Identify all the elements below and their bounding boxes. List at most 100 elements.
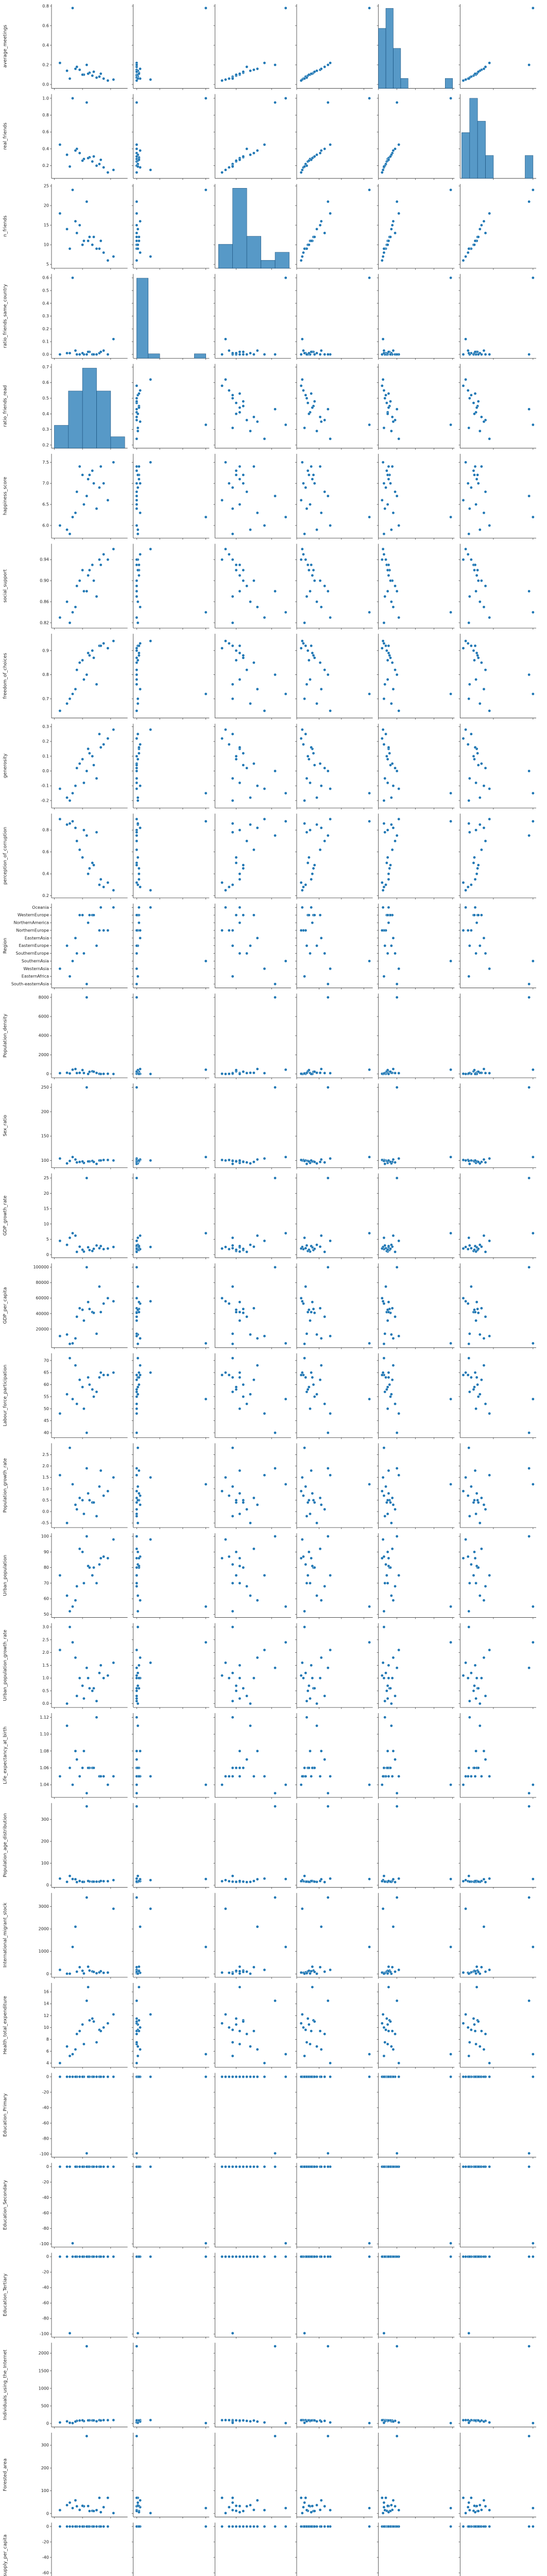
scatter-point bbox=[527, 1176, 531, 1180]
scatter-point bbox=[85, 982, 89, 986]
scatter-point bbox=[301, 1775, 304, 1778]
scatter-point bbox=[81, 243, 84, 246]
scatter-point bbox=[476, 654, 479, 657]
scatter-point bbox=[532, 1231, 535, 1235]
scatter-point bbox=[234, 1388, 238, 1391]
scatter-point bbox=[85, 1666, 89, 1670]
scatter-point bbox=[397, 2061, 401, 2065]
scatter-point bbox=[136, 473, 140, 477]
scatter-point bbox=[138, 906, 141, 909]
scatter-point bbox=[532, 1342, 535, 1345]
scatter-point bbox=[478, 944, 482, 947]
scatter-point bbox=[527, 673, 531, 676]
scatter-point bbox=[78, 913, 81, 917]
scatter-point bbox=[85, 2345, 89, 2348]
scatter-point bbox=[473, 239, 477, 243]
scatter-point bbox=[390, 1378, 394, 1382]
scatter-point bbox=[98, 1671, 101, 1675]
scatter-point bbox=[71, 1783, 74, 1786]
scatter-point bbox=[106, 558, 110, 561]
scatter-point bbox=[82, 1972, 86, 1975]
scatter-point bbox=[255, 67, 259, 71]
scatter-point bbox=[473, 1684, 476, 1687]
scatter-point bbox=[480, 1676, 483, 1680]
scatter-point bbox=[473, 906, 477, 909]
scatter-point bbox=[135, 1496, 139, 1500]
scatter-point bbox=[527, 1896, 531, 1899]
scatter-point bbox=[112, 728, 115, 731]
scatter-point bbox=[238, 1697, 242, 1700]
scatter-point bbox=[397, 1877, 401, 1880]
scatter-point bbox=[381, 1371, 385, 1374]
scatter-point bbox=[58, 212, 62, 215]
scatter-point bbox=[382, 482, 386, 485]
scatter-point bbox=[310, 1879, 313, 1883]
scatter-point bbox=[301, 639, 304, 642]
scatter-point bbox=[238, 872, 242, 875]
scatter-point bbox=[532, 2075, 535, 2078]
y-tick-label: 0.6 bbox=[42, 850, 49, 854]
y-tick-label: 1.0 bbox=[42, 1486, 49, 1491]
scatter-point bbox=[139, 2048, 142, 2051]
scatter-point bbox=[532, 611, 535, 614]
scatter-point bbox=[74, 349, 77, 352]
scatter-point bbox=[136, 426, 140, 430]
scatter-point bbox=[74, 1234, 77, 1238]
scatter-point bbox=[303, 1609, 306, 1613]
scatter-point bbox=[252, 1547, 255, 1551]
scatter-point bbox=[85, 2151, 89, 2155]
scatter-point bbox=[85, 1265, 89, 1269]
scatter-point bbox=[224, 1775, 227, 1778]
scatter-point bbox=[319, 2255, 323, 2258]
scatter-point bbox=[224, 1245, 227, 1249]
scatter-point bbox=[68, 1625, 72, 1629]
scatter-point bbox=[135, 595, 139, 598]
scatter-point bbox=[527, 1535, 531, 1538]
scatter-point bbox=[85, 1086, 89, 1089]
scatter-point bbox=[381, 728, 385, 731]
scatter-point bbox=[234, 351, 238, 355]
scatter-point bbox=[304, 1563, 307, 1566]
scatter-point bbox=[394, 1758, 397, 1761]
scatter-point bbox=[309, 1582, 312, 1585]
scatter-point bbox=[473, 1879, 477, 1883]
scatter-point bbox=[81, 856, 84, 859]
scatter-point bbox=[461, 558, 465, 561]
scatter-point bbox=[252, 579, 255, 582]
scatter-point bbox=[135, 397, 139, 400]
scatter-point bbox=[329, 61, 332, 64]
scatter-point bbox=[319, 2048, 323, 2051]
scatter-point bbox=[99, 158, 102, 161]
scatter-point bbox=[138, 1492, 141, 1495]
scatter-point bbox=[135, 499, 139, 502]
scatter-point bbox=[386, 1512, 389, 1516]
scatter-point bbox=[112, 1072, 115, 1076]
scatter-point bbox=[381, 906, 385, 909]
scatter-point bbox=[527, 1999, 531, 2003]
scatter-point bbox=[234, 1069, 238, 1072]
scatter-point bbox=[313, 400, 316, 403]
scatter-point bbox=[220, 1296, 224, 1300]
scatter-point bbox=[527, 589, 531, 593]
scatter-point bbox=[135, 2017, 139, 2020]
scatter-point bbox=[306, 469, 310, 472]
scatter-point bbox=[387, 1664, 390, 1667]
scatter-point bbox=[81, 1684, 84, 1687]
scatter-point bbox=[386, 1248, 389, 1251]
scatter-point bbox=[102, 1879, 105, 1883]
scatter-point bbox=[368, 791, 371, 795]
scatter-point bbox=[387, 877, 390, 881]
scatter-point bbox=[384, 2028, 387, 2031]
scatter-point bbox=[397, 787, 401, 790]
scatter-point bbox=[245, 2032, 248, 2036]
scatter-point bbox=[464, 2013, 467, 2016]
scatter-point bbox=[309, 1512, 312, 1516]
scatter-point bbox=[302, 2026, 305, 2029]
scatter-point bbox=[135, 200, 139, 204]
scatter-point bbox=[302, 251, 305, 255]
scatter-point bbox=[473, 1469, 477, 1472]
scatter-point bbox=[303, 2075, 306, 2078]
scatter-point bbox=[385, 2017, 388, 2020]
scatter-point bbox=[238, 2029, 242, 2033]
scatter-point bbox=[81, 2255, 84, 2258]
